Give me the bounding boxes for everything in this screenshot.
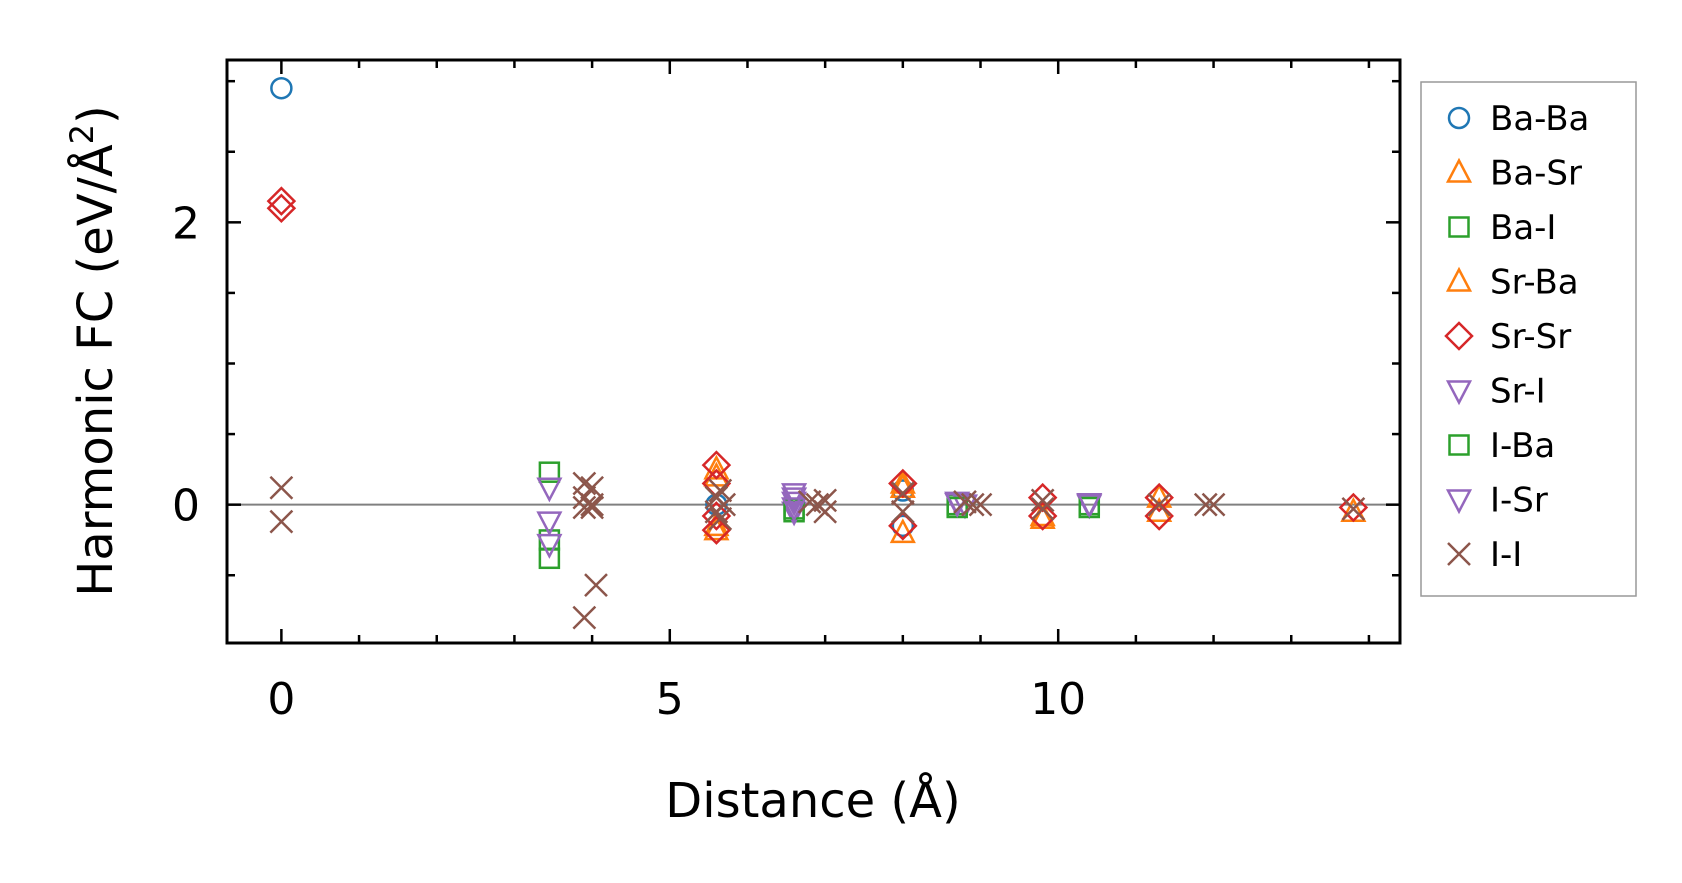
legend-frame: [1420, 81, 1637, 597]
data-point: [781, 497, 808, 523]
y-axis-label-close: ): [68, 105, 124, 124]
data-point: [781, 483, 808, 509]
legend-label: Ba-I: [1490, 208, 1556, 248]
data-point: [708, 478, 733, 503]
legend-label: Ba-Sr: [1490, 154, 1582, 194]
legend-label: I-I: [1490, 535, 1522, 575]
data-point: [580, 475, 604, 500]
legend-label: I-Sr: [1490, 481, 1548, 521]
legend: Ba-Ba Ba-Sr Ba-I Sr-Ba Sr-Sr Sr-I I-Ba I-Sr I-I: [1420, 81, 1637, 597]
data-point: [1146, 482, 1173, 508]
data-point: [1341, 497, 1366, 521]
data-point: [266, 186, 297, 216]
series-sr-ba: [703, 461, 1173, 537]
y-axis-label-sup: 2: [63, 124, 101, 144]
data-point: [701, 501, 732, 531]
data-point: [269, 509, 294, 534]
data-point: [1338, 492, 1369, 523]
data-point: [813, 499, 838, 524]
x-axis-label: Distance (Å): [665, 772, 960, 829]
data-point: [580, 492, 604, 517]
data-point: [701, 450, 732, 480]
data-point: [890, 499, 915, 524]
y-axis-label: Harmonic FC (eV/Å2): [63, 105, 124, 597]
data-point: [584, 573, 608, 598]
legend-marker: [1447, 106, 1471, 130]
data-point: [960, 492, 985, 517]
data-point: [813, 488, 838, 513]
legend-marker: [1448, 434, 1470, 456]
data-point: [701, 515, 732, 545]
legend-label: Sr-I: [1490, 372, 1546, 412]
legend-marker: [1445, 380, 1473, 406]
data-point: [538, 461, 561, 483]
series-ba-i: [538, 461, 1101, 570]
x-tick-label: 10: [1030, 674, 1086, 725]
data-point: [953, 489, 977, 514]
data-point: [1030, 488, 1055, 513]
legend-marker: [1445, 489, 1473, 515]
data-point: [703, 461, 730, 487]
series-i-i: [269, 471, 1366, 630]
legend-label: I-Ba: [1490, 426, 1555, 466]
data-point: [888, 468, 918, 499]
series-ba-ba: [270, 76, 915, 538]
data-point: [891, 514, 915, 538]
data-point: [572, 605, 597, 630]
data-point: [968, 492, 993, 517]
data-point: [712, 492, 737, 517]
data-point: [270, 76, 293, 100]
data-point: [269, 475, 294, 500]
x-tick-label: 5: [656, 674, 684, 725]
data-point: [1030, 497, 1055, 521]
legend-marker: [1447, 542, 1471, 566]
data-point: [889, 518, 916, 544]
data-point: [266, 193, 297, 223]
data-point: [536, 511, 563, 537]
data-point: [1193, 492, 1218, 517]
y-tick-label: 2: [172, 198, 200, 249]
legend-label: Sr-Ba: [1490, 263, 1579, 303]
legend-marker: [1448, 216, 1470, 238]
legend-marker: [1444, 321, 1474, 351]
data-point: [1076, 492, 1103, 518]
data-point: [708, 506, 733, 531]
y-axis-label-main: Harmonic FC (eV/Å: [67, 144, 124, 597]
data-point: [1027, 501, 1058, 531]
x-tick-label: 0: [267, 674, 295, 725]
data-point: [1144, 482, 1174, 513]
legend-marker: [1445, 157, 1473, 183]
series-sr-sr: [266, 186, 1369, 545]
data-point: [580, 495, 604, 520]
plot-area: [227, 76, 1400, 630]
data-point: [536, 477, 563, 503]
data-point: [572, 495, 597, 520]
data-point: [1201, 492, 1226, 517]
legend-label: Ba-Ba: [1490, 99, 1589, 139]
data-point: [536, 533, 563, 559]
data-point: [890, 481, 915, 506]
data-point: [1147, 492, 1172, 517]
y-tick-label: 0: [172, 481, 200, 532]
legend-marker: [1445, 266, 1473, 292]
plot-frame: [225, 58, 1402, 645]
legend-label: Sr-Sr: [1490, 317, 1571, 357]
